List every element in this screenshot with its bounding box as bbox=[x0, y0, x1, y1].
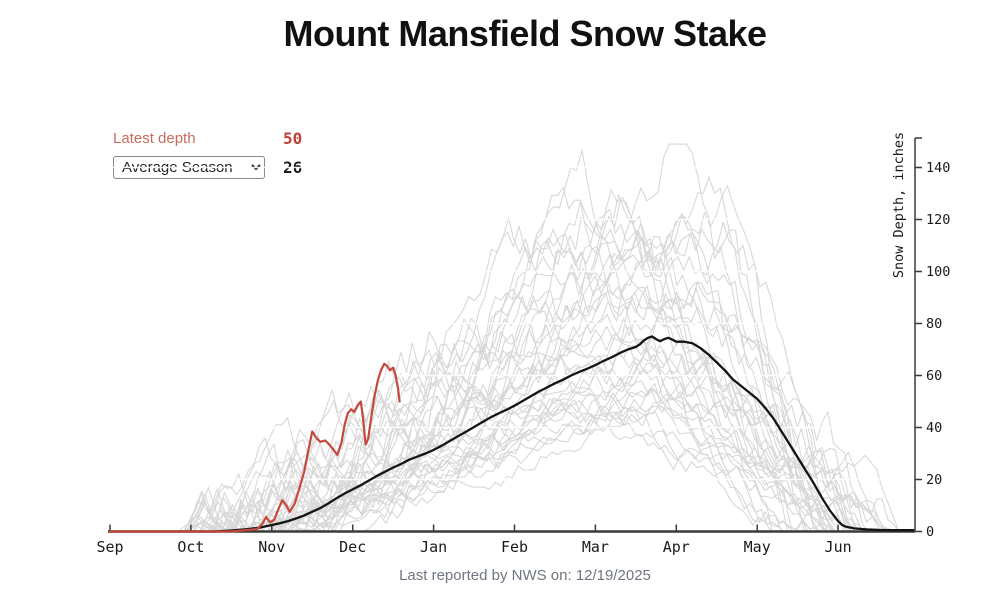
x-tick-label: Mar bbox=[582, 538, 609, 556]
y-tick-label: 100 bbox=[926, 264, 950, 280]
historical-season-line bbox=[114, 394, 785, 533]
x-tick-label: Sep bbox=[96, 538, 123, 556]
historical-season-line bbox=[114, 352, 886, 533]
y-tick-label: 60 bbox=[926, 368, 942, 384]
historical-season-line bbox=[114, 344, 828, 533]
average-season-line bbox=[108, 335, 915, 533]
x-tick-label: Feb bbox=[501, 538, 528, 556]
historical-season-line bbox=[114, 354, 864, 533]
historical-season-line bbox=[114, 149, 900, 533]
x-tick-label: Jan bbox=[420, 538, 447, 556]
historical-season-line bbox=[114, 388, 840, 533]
historical-season-line bbox=[114, 399, 853, 533]
historical-season-line bbox=[114, 189, 867, 533]
historical-season-line bbox=[114, 228, 829, 533]
historical-season-line bbox=[114, 200, 859, 533]
x-tick-label: Nov bbox=[258, 538, 285, 556]
y-tick-label: 20 bbox=[926, 472, 942, 488]
y-tick-label: 80 bbox=[926, 316, 942, 332]
page-title: Mount Mansfield Snow Stake bbox=[283, 13, 767, 54]
historical-season-line bbox=[114, 185, 813, 533]
current-season-line bbox=[108, 362, 401, 533]
historical-season-line bbox=[114, 309, 833, 533]
historical-season-line bbox=[114, 186, 825, 533]
y-tick-label: 0 bbox=[926, 524, 934, 540]
x-tick-label: Dec bbox=[339, 538, 366, 556]
y-tick-label: 120 bbox=[926, 212, 950, 228]
historical-season-line bbox=[114, 143, 851, 533]
y-tick-label: 40 bbox=[926, 420, 942, 436]
latest-depth-label: Latest depth bbox=[113, 130, 196, 147]
historical-season-line bbox=[114, 208, 819, 533]
latest-depth-value: 50 bbox=[283, 129, 303, 148]
x-tick-label: Apr bbox=[663, 538, 690, 556]
historical-season-line bbox=[114, 176, 887, 533]
historical-season-line bbox=[114, 281, 845, 533]
historical-season-line bbox=[114, 233, 900, 533]
y-axis-title: Snow Depth, inches bbox=[891, 132, 907, 278]
historical-season-line bbox=[114, 387, 828, 533]
x-tick-label: Jun bbox=[825, 538, 852, 556]
x-tick-label: Oct bbox=[177, 538, 204, 556]
x-tick-label: May bbox=[744, 538, 771, 556]
latest-depth-row: Latest depth 50 bbox=[113, 128, 373, 151]
historical-season-line bbox=[114, 215, 849, 533]
footer-note: Last reported by NWS on: 12/19/2025 bbox=[399, 567, 651, 584]
historical-season-line bbox=[114, 232, 789, 533]
y-tick-label: 140 bbox=[926, 160, 950, 176]
